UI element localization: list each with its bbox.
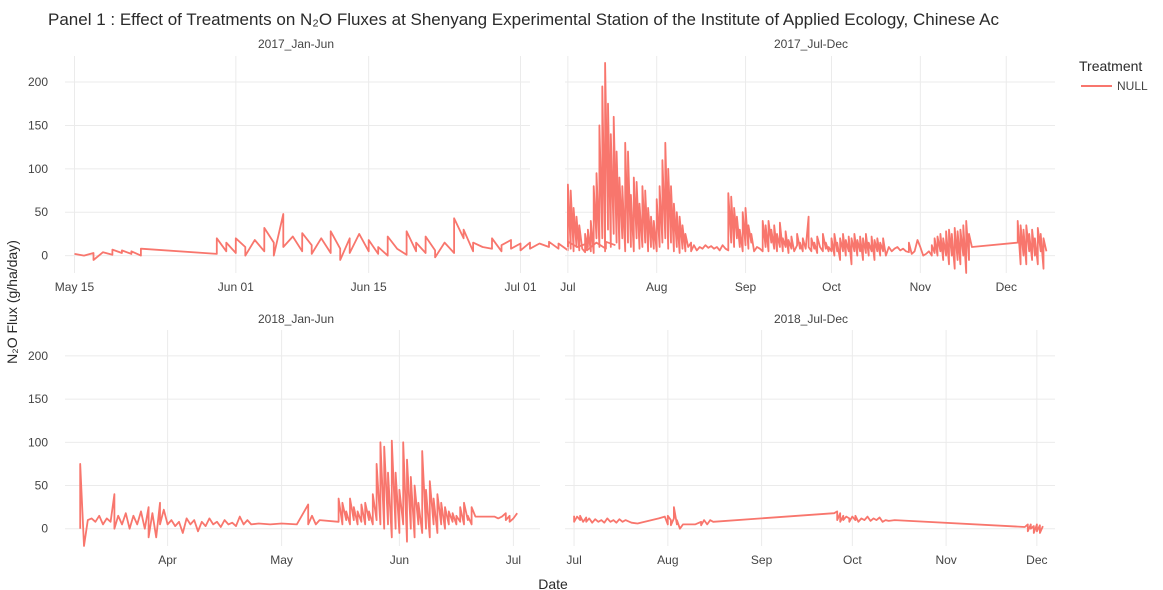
facet-plot-area: 0 50 100 150 200 Apr May Jun Jul [28,330,540,567]
y-axis-label: N₂O Flux (g/ha/day) [4,240,20,364]
y-tick-label: 200 [28,349,48,363]
facet-2018-jul-dec: 2018_Jul-Dec Jul Aug Sep Oct Nov Dec [565,312,1055,567]
series-line-null [79,439,518,547]
facet-title: 2018_Jan-Jun [258,312,334,326]
facet-plot-area: Jul Aug Sep Oct Nov Dec [560,56,1055,294]
facet-title: 2017_Jan-Jun [258,37,334,51]
facet-plot-area: Jul Aug Sep Oct Nov Dec [565,330,1055,567]
y-tick-label: 50 [35,205,49,219]
x-tick-label: Nov [910,280,931,294]
chart-title: Panel 1 : Effect of Treatments on N₂O Fl… [48,10,999,29]
x-tick-label: Jul [560,280,575,294]
x-tick-label: Jun [390,553,409,567]
x-tick-label: Jul [506,553,521,567]
facet-title: 2018_Jul-Dec [774,312,848,326]
facet-2018-jan-jun: 2018_Jan-Jun 0 50 100 150 200 Apr May Jun Jul [28,312,540,567]
x-tick-label: Dec [996,280,1017,294]
legend: Treatment NULL [1079,58,1148,93]
facet-2017-jul-dec: 2017_Jul-Dec Jul Aug Sep Oct Nov Dec [560,37,1055,294]
x-tick-label: Dec [1026,553,1047,567]
y-tick-label: 0 [41,249,48,263]
x-tick-label: Sep [751,553,773,567]
series-line-null [567,62,1048,274]
x-tick-label: May 15 [55,280,95,294]
x-tick-label: Jun 15 [351,280,387,294]
y-tick-label: 200 [28,75,48,89]
y-tick-label: 150 [28,118,48,132]
facet-title: 2017_Jul-Dec [774,37,848,51]
legend-entry-null: NULL [1117,79,1148,93]
x-tick-label: Jul 01 [504,280,536,294]
facet-2017-jan-jun: 2017_Jan-Jun 0 50 100 150 200 May 15 Jun 01 Jun… [28,37,616,294]
y-tick-label: 100 [28,435,48,449]
y-tick-label: 100 [28,162,48,176]
x-tick-label: Aug [646,280,667,294]
x-tick-label: Jul [566,553,581,567]
x-tick-label: Oct [843,553,862,567]
series-line-null [74,213,616,261]
x-tick-label: Aug [657,553,678,567]
x-tick-label: May [270,553,293,567]
x-tick-label: Apr [158,553,177,567]
y-tick-label: 50 [35,479,49,493]
x-axis-label: Date [538,576,568,590]
y-tick-label: 150 [28,392,48,406]
legend-title: Treatment [1079,58,1142,74]
series-line-null [573,506,1044,534]
x-tick-label: Oct [822,280,841,294]
y-tick-label: 0 [41,522,48,536]
facet-plot-area: 0 50 100 150 200 May 15 Jun 01 Jun 15 Jul 01 [28,56,616,294]
x-tick-label: Sep [735,280,757,294]
x-tick-label: Jun 01 [218,280,254,294]
x-tick-label: Nov [935,553,956,567]
